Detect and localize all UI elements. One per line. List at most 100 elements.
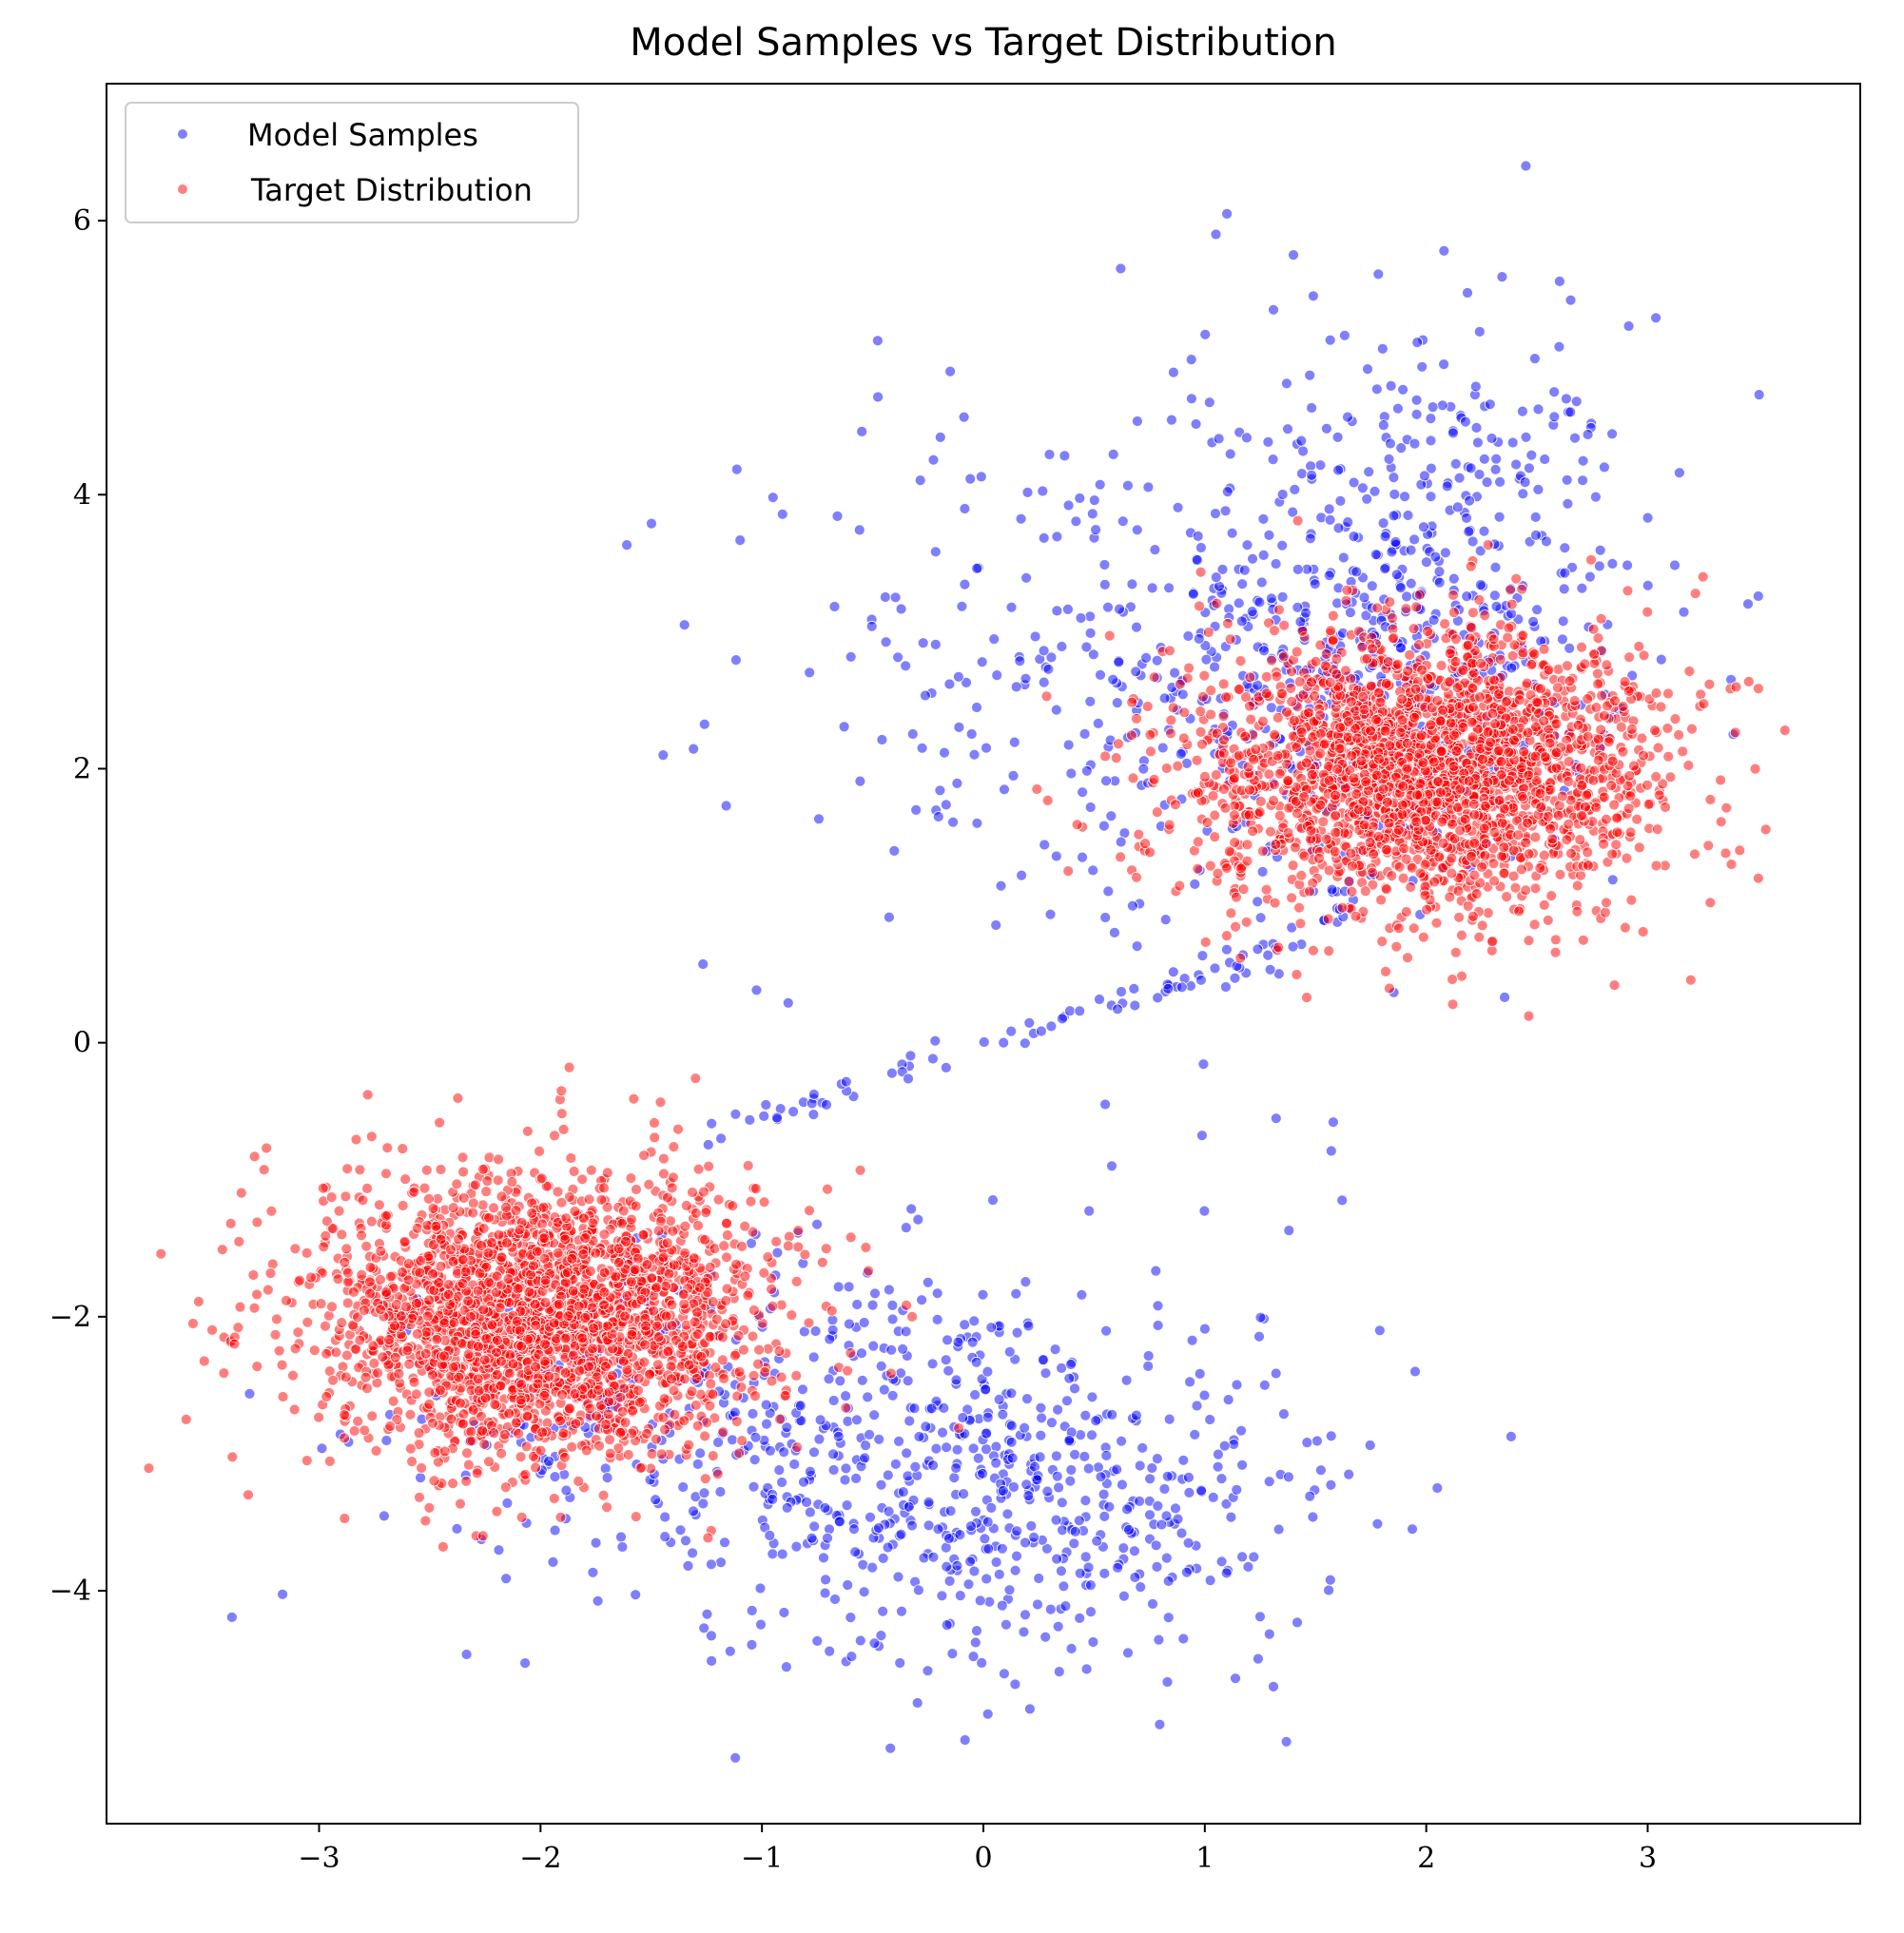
- model-sample-point: [883, 1505, 895, 1517]
- model-sample-point: [706, 1630, 717, 1642]
- model-sample-point: [1276, 489, 1289, 500]
- model-sample-point: [1160, 1510, 1173, 1522]
- model-sample-point: [1236, 1459, 1248, 1471]
- target-distribution-point: [1139, 838, 1151, 849]
- target-distribution-point: [1209, 809, 1221, 822]
- target-distribution-point: [1572, 719, 1584, 731]
- target-distribution-point: [1373, 753, 1385, 765]
- model-sample-point: [997, 1408, 1009, 1421]
- model-sample-point: [1490, 600, 1503, 612]
- model-sample-point: [1385, 437, 1396, 450]
- model-sample-point: [1238, 564, 1251, 576]
- model-sample-point: [1057, 1013, 1068, 1025]
- target-distribution-point: [1360, 776, 1372, 788]
- model-sample-point: [951, 1443, 963, 1456]
- target-distribution-point: [1286, 892, 1297, 904]
- model-sample-point: [560, 1484, 573, 1497]
- target-distribution-point: [226, 1451, 239, 1463]
- model-sample-point: [1246, 606, 1258, 617]
- target-distribution-point: [1293, 901, 1305, 914]
- target-distribution-point: [1409, 683, 1422, 695]
- model-sample-point: [1486, 433, 1498, 444]
- model-sample-point: [1464, 494, 1475, 507]
- target-distribution-point: [1467, 911, 1479, 922]
- model-sample-point: [1297, 445, 1309, 457]
- model-sample-point: [1292, 1616, 1303, 1629]
- model-sample-point: [1039, 839, 1051, 851]
- model-sample-point: [1209, 661, 1220, 673]
- target-distribution-point: [804, 1205, 815, 1217]
- target-distribution-point: [1466, 850, 1477, 862]
- model-sample-point: [1306, 469, 1317, 481]
- model-sample-point: [882, 1469, 894, 1481]
- model-sample-point: [1395, 582, 1407, 593]
- model-sample-point: [821, 1099, 832, 1111]
- model-sample-point: [1350, 566, 1363, 578]
- model-sample-point: [1028, 1531, 1039, 1543]
- model-sample-point: [990, 1440, 1002, 1453]
- model-sample-point: [687, 1547, 698, 1559]
- model-sample-point: [787, 1106, 799, 1117]
- target-distribution-point: [1201, 817, 1214, 828]
- target-distribution-point: [1489, 718, 1501, 729]
- model-sample-point: [1215, 1556, 1228, 1568]
- model-sample-point: [1213, 1448, 1224, 1460]
- model-sample-point: [806, 1532, 818, 1544]
- target-distribution-point: [1467, 731, 1479, 744]
- model-sample-point: [1011, 1550, 1022, 1562]
- model-sample-point: [1098, 579, 1111, 590]
- target-distribution-point: [1319, 660, 1331, 672]
- model-sample-point: [754, 1582, 767, 1595]
- target-distribution-point: [1633, 841, 1645, 854]
- model-sample-point: [1045, 651, 1058, 664]
- model-sample-point: [1289, 484, 1301, 495]
- model-sample-point: [797, 1383, 808, 1396]
- target-distribution-point: [1649, 725, 1661, 736]
- model-sample-point: [1087, 864, 1099, 877]
- target-distribution-point: [1498, 867, 1510, 880]
- model-sample-point: [1129, 999, 1141, 1012]
- model-sample-point: [698, 1487, 710, 1499]
- target-distribution-point: [1611, 826, 1623, 839]
- target-distribution-point: [1268, 795, 1279, 806]
- target-distribution-point: [1040, 690, 1053, 703]
- model-sample-point: [657, 749, 670, 761]
- model-sample-point: [1038, 676, 1050, 688]
- model-sample-point: [1122, 479, 1134, 492]
- model-sample-point: [1057, 1524, 1068, 1537]
- model-sample-point: [727, 1434, 738, 1446]
- target-distribution-point: [1622, 685, 1635, 697]
- model-sample-point: [1742, 598, 1754, 610]
- target-distribution-point: [1271, 670, 1283, 683]
- model-sample-point: [893, 1436, 904, 1447]
- model-sample-point: [1220, 1567, 1233, 1579]
- target-distribution-point: [1652, 742, 1664, 754]
- target-distribution-point: [745, 1195, 757, 1208]
- model-sample-point: [1561, 393, 1572, 405]
- target-distribution-point: [646, 1448, 658, 1459]
- target-distribution-point: [1592, 667, 1603, 680]
- model-sample-point: [1558, 583, 1570, 595]
- target-distribution-point: [1468, 869, 1481, 881]
- model-sample-point: [884, 1284, 895, 1296]
- model-sample-point: [927, 454, 940, 466]
- model-sample-point: [866, 1561, 879, 1574]
- model-sample-point: [277, 1588, 289, 1600]
- target-distribution-point: [1384, 982, 1395, 995]
- target-distribution-point: [690, 1400, 702, 1411]
- target-distribution-point: [1409, 711, 1420, 724]
- target-distribution-point: [1467, 798, 1480, 810]
- target-distribution-point: [1240, 916, 1253, 928]
- target-distribution-point: [1516, 863, 1527, 876]
- target-distribution-point: [822, 1183, 833, 1195]
- target-distribution-point: [1265, 825, 1276, 838]
- target-distribution-point: [1244, 700, 1255, 712]
- model-sample-point: [1159, 914, 1172, 925]
- model-sample-point: [1111, 1463, 1123, 1476]
- target-distribution-point: [1352, 803, 1365, 816]
- model-sample-point: [1129, 1572, 1141, 1583]
- model-sample-point: [1056, 1497, 1068, 1509]
- model-sample-point: [941, 1619, 953, 1631]
- model-sample-point: [1010, 1287, 1022, 1300]
- target-distribution-point: [1619, 676, 1631, 687]
